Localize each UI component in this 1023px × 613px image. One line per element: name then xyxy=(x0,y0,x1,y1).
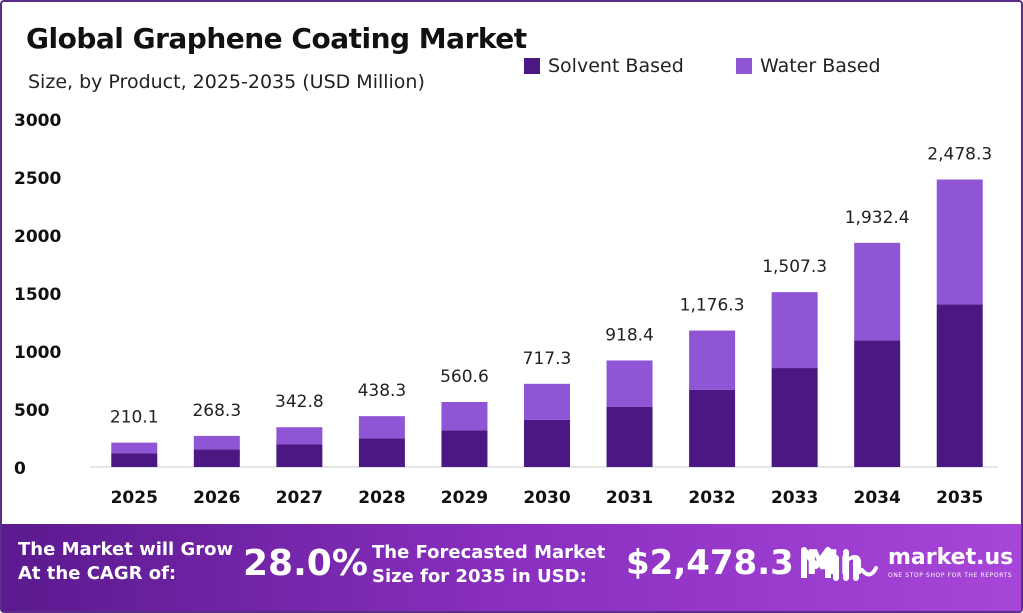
bar-water-2025 xyxy=(111,442,158,454)
data-label-2027: 342.8 xyxy=(275,392,324,412)
bar-solvent-2028 xyxy=(358,438,405,467)
cagr-value: 28.0% xyxy=(243,543,368,584)
bar-solvent-2026 xyxy=(193,449,240,467)
x-tick-label-2030: 2030 xyxy=(523,488,570,508)
bar-water-2026 xyxy=(193,435,240,450)
market-us-logo-icon xyxy=(801,547,878,581)
x-tick-label-2034: 2034 xyxy=(854,488,901,508)
y-tick-label: 1000 xyxy=(14,343,61,363)
legend-item-solvent: Solvent Based xyxy=(524,55,684,77)
forecast-value: $2,478.3 Mn xyxy=(626,543,864,583)
chart-title: Global Graphene Coating Market xyxy=(26,22,527,55)
x-tick-label-2026: 2026 xyxy=(193,488,240,508)
y-tick-label: 500 xyxy=(14,401,50,421)
data-label-2031: 918.4 xyxy=(605,325,654,345)
bar-water-2027 xyxy=(276,427,323,445)
chart-subtitle: Size, by Product, 2025-2035 (USD Million… xyxy=(28,71,425,93)
y-tick-label: 0 xyxy=(14,459,26,479)
bar-water-2029 xyxy=(441,401,488,431)
y-tick-label: 2000 xyxy=(14,227,61,247)
y-tick-label: 1500 xyxy=(14,285,61,305)
bar-solvent-2034 xyxy=(854,340,901,467)
data-label-2026: 268.3 xyxy=(192,401,241,421)
data-label-2030: 717.3 xyxy=(523,349,572,369)
bar-solvent-2032 xyxy=(689,389,736,467)
bar-water-2031 xyxy=(606,360,653,407)
data-label-2035: 2,478.3 xyxy=(927,145,992,165)
bar-chart: 0 500 1000 1500 2000 2500 3000 210.1 2025 268.3 20… xyxy=(14,111,998,508)
legend-swatch-water xyxy=(736,58,752,74)
bar-solvent-2027 xyxy=(276,444,323,467)
x-tick-label-2028: 2028 xyxy=(358,488,405,508)
bar-water-2028 xyxy=(358,416,405,439)
y-tick-label: 2500 xyxy=(14,169,61,189)
legend-item-water: Water Based xyxy=(736,55,881,77)
cagr-text-line2: At the CAGR of: xyxy=(18,563,177,584)
legend-label-solvent: Solvent Based xyxy=(548,55,684,77)
cagr-text-line1: The Market will Grow xyxy=(18,539,234,560)
data-label-2034: 1,932.4 xyxy=(845,208,910,228)
brand-tagline: ONE STOP SHOP FOR THE REPORTS xyxy=(888,572,1013,579)
bar-water-2030 xyxy=(524,383,570,420)
bar-solvent-2025 xyxy=(111,453,158,467)
forecast-text-line2: Size for 2035 in USD: xyxy=(372,566,587,587)
forecast-text: The Forecasted Market Size for 2035 in U… xyxy=(372,541,605,589)
legend-label-water: Water Based xyxy=(760,55,881,77)
bar-water-2033 xyxy=(771,292,818,369)
x-tick-label-2032: 2032 xyxy=(688,488,735,508)
data-label-2028: 438.3 xyxy=(358,381,407,401)
x-tick-label-2035: 2035 xyxy=(936,488,983,508)
data-label-2029: 560.6 xyxy=(440,367,489,387)
x-tick-label-2027: 2027 xyxy=(276,488,323,508)
bar-solvent-2033 xyxy=(771,368,818,467)
cagr-text: The Market will Grow At the CAGR of: xyxy=(18,538,233,586)
x-tick-label-2025: 2025 xyxy=(111,488,158,508)
brand-name: market.us xyxy=(888,545,1014,570)
bar-water-2035 xyxy=(936,179,983,305)
data-label-2033: 1,507.3 xyxy=(762,257,827,277)
x-tick-label-2033: 2033 xyxy=(771,488,818,508)
x-tick-label-2031: 2031 xyxy=(606,488,653,508)
bar-water-2032 xyxy=(689,330,736,390)
footer-banner xyxy=(2,524,1021,611)
bar-water-2034 xyxy=(854,242,901,341)
data-label-2032: 1,176.3 xyxy=(680,296,745,316)
data-label-2025: 210.1 xyxy=(110,408,159,428)
forecast-text-line1: The Forecasted Market xyxy=(372,542,606,563)
x-tick-label-2029: 2029 xyxy=(441,488,488,508)
bar-solvent-2031 xyxy=(606,406,653,467)
legend-swatch-solvent xyxy=(524,58,540,74)
bar-solvent-2035 xyxy=(936,304,983,467)
y-tick-label: 3000 xyxy=(14,111,61,131)
bar-solvent-2029 xyxy=(441,430,488,467)
bar-solvent-2030 xyxy=(524,419,570,467)
